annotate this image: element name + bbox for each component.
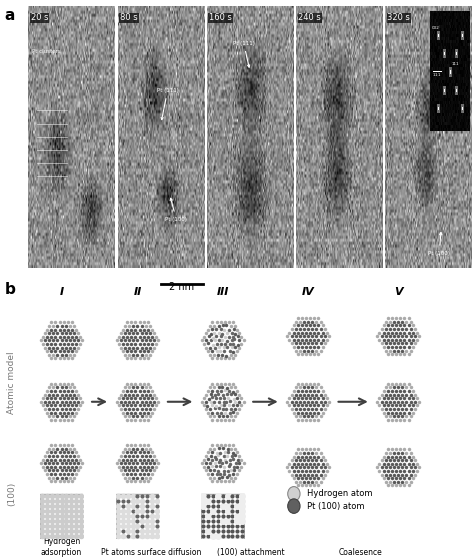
Text: Hydrogen atom: Hydrogen atom xyxy=(307,489,373,498)
Text: II: II xyxy=(133,287,142,297)
Text: III: III xyxy=(217,287,229,297)
Text: Pt atoms surface diffusion: Pt atoms surface diffusion xyxy=(101,548,202,557)
Text: V: V xyxy=(394,287,402,297)
Text: Pt (111): Pt (111) xyxy=(233,41,255,67)
Text: 80 s: 80 s xyxy=(120,13,138,22)
Text: 240 s: 240 s xyxy=(298,13,321,22)
Text: a: a xyxy=(5,8,15,23)
Text: I: I xyxy=(60,287,64,297)
Text: 20 s: 20 s xyxy=(31,13,48,22)
Text: (100): (100) xyxy=(8,482,16,506)
Text: Atomic model: Atomic model xyxy=(8,351,16,413)
Text: Pt (100): Pt (100) xyxy=(165,198,187,222)
Text: Pt (111): Pt (111) xyxy=(156,88,178,119)
Circle shape xyxy=(288,487,300,501)
Text: Coalesence: Coalesence xyxy=(338,548,382,557)
Text: 2 nm: 2 nm xyxy=(169,282,195,292)
Text: 320 s: 320 s xyxy=(387,13,410,22)
Text: Pt (100): Pt (100) xyxy=(428,233,450,256)
Text: b: b xyxy=(5,282,16,297)
Text: (100) attachment: (100) attachment xyxy=(218,548,285,557)
Text: Hydrogen
adsorption: Hydrogen adsorption xyxy=(41,537,82,557)
Text: 160 s: 160 s xyxy=(209,13,232,22)
Text: Pt clusters: Pt clusters xyxy=(32,49,61,54)
Circle shape xyxy=(288,499,300,513)
Text: Pt (100) atom: Pt (100) atom xyxy=(307,502,365,511)
Text: IV: IV xyxy=(302,287,314,297)
